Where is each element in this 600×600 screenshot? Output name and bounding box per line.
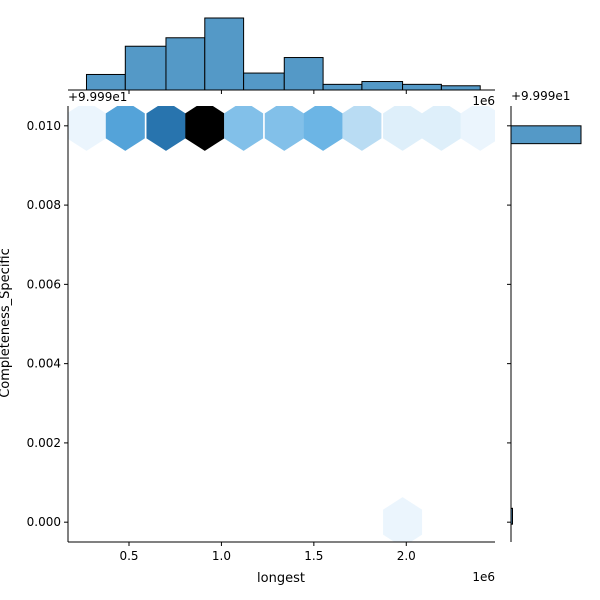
y-tick-label: 0.002 bbox=[27, 436, 61, 450]
axes: 0.5 1.0 1.5 2.0 0.000 0.002 0.004 0.006 0.008 0.0… bbox=[27, 106, 495, 563]
x-hist-bar bbox=[124, 45, 167, 91]
x-offset-label: 1e6 bbox=[472, 94, 495, 108]
y-hist-bar bbox=[510, 125, 582, 145]
hexbin bbox=[383, 497, 423, 542]
x-axis-label: longest bbox=[257, 571, 305, 586]
y-axis-label: Completeness_Specific bbox=[0, 248, 13, 398]
x-hist-bar bbox=[322, 83, 363, 91]
x-tick-label: 1.0 bbox=[212, 549, 231, 563]
x-tick-label: 0.5 bbox=[119, 549, 138, 563]
hexbin bbox=[264, 106, 304, 151]
right-hist-y-offset-label: +9.999e1 bbox=[511, 89, 570, 103]
hexbin bbox=[383, 106, 423, 151]
y-tick-label: 0.004 bbox=[27, 357, 61, 371]
x-hist-bar bbox=[204, 17, 245, 91]
hexbin bbox=[224, 106, 264, 151]
x-hist-bar bbox=[283, 57, 324, 91]
y-tick-label: 0.006 bbox=[27, 277, 61, 291]
x-axis-offset-label: 1e6 bbox=[472, 570, 495, 584]
y-tick-label: 0.000 bbox=[27, 515, 61, 529]
y-tick-label: 0.008 bbox=[27, 198, 61, 212]
hexbin bbox=[421, 106, 461, 151]
x-tick-label: 2.0 bbox=[397, 549, 416, 563]
hexbin bbox=[303, 106, 343, 151]
y-offset-label: +9.999e1 bbox=[68, 90, 127, 104]
hexbin-plot-area bbox=[68, 106, 495, 542]
x-hist-bar bbox=[243, 72, 285, 91]
y-tick-label: 0.010 bbox=[27, 119, 61, 133]
hexbin bbox=[185, 106, 225, 151]
marginal-x-histogram bbox=[68, 17, 495, 94]
hexbin bbox=[342, 106, 382, 151]
hexbin bbox=[460, 106, 495, 151]
hexbin bbox=[68, 106, 106, 151]
x-hist-bar bbox=[402, 83, 442, 91]
x-tick-label: 1.5 bbox=[304, 549, 323, 563]
marginal-y-histogram bbox=[507, 106, 582, 542]
x-hist-bar bbox=[361, 81, 404, 91]
hexbin bbox=[146, 106, 186, 151]
x-hist-bar bbox=[440, 85, 481, 91]
x-hist-bar bbox=[85, 73, 126, 91]
x-hist-bar bbox=[165, 37, 206, 91]
hexbin bbox=[105, 106, 145, 151]
